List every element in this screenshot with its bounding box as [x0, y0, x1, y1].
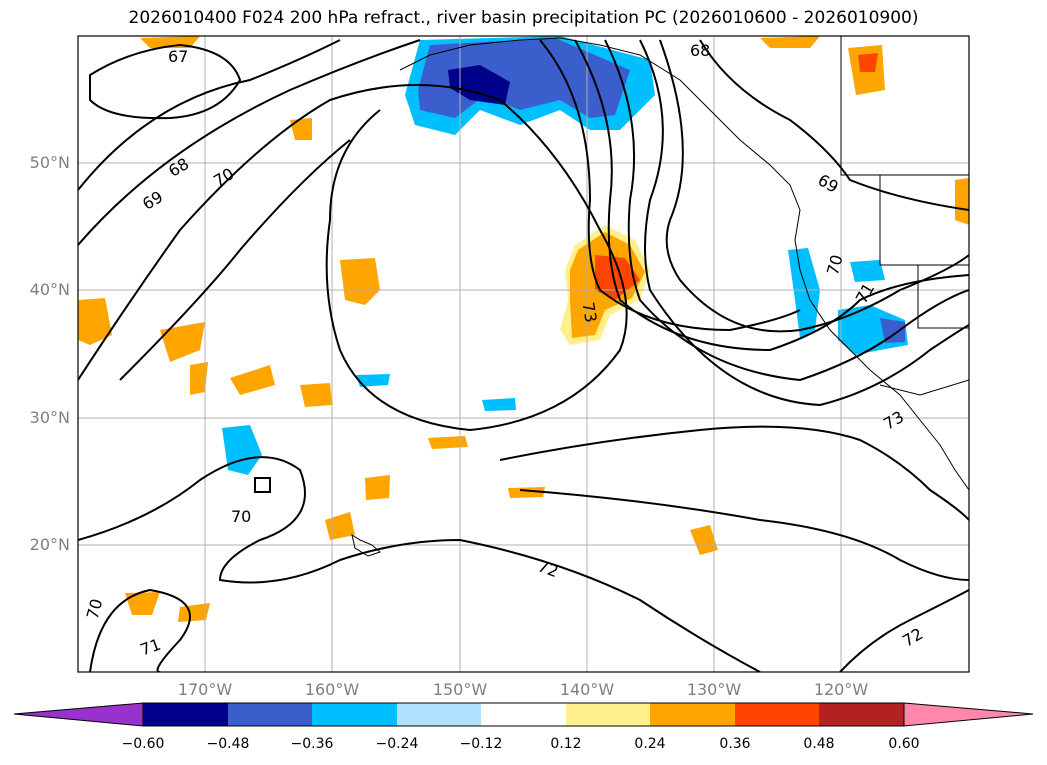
colorbar-extend-low: [13, 702, 144, 727]
colorbar-extend-high: [903, 702, 1034, 727]
lon-label: 130°W: [686, 680, 742, 699]
colorbar-tick: 0.24: [634, 736, 666, 752]
colorbar-segment: [397, 703, 481, 726]
contour-label: 70: [231, 507, 251, 526]
colorbar-tick: −0.36: [290, 736, 334, 752]
graticule: [78, 36, 969, 672]
precip-positive-patch: [78, 298, 112, 345]
precip-positive-patch: [858, 53, 878, 72]
precip-negative-patch: [356, 374, 390, 387]
precip-positive-patch: [595, 255, 640, 300]
refractivity-contours: [78, 39, 969, 672]
colorbar-segment: [481, 703, 566, 726]
lat-label: 50°N: [29, 153, 70, 172]
precip-positive-patch: [125, 592, 160, 615]
precip-positive-patch: [325, 512, 355, 540]
precip-positive-patch: [290, 118, 312, 140]
colorbar: [13, 702, 1034, 727]
precip-negative-patch: [448, 65, 510, 105]
precip-positive-patch: [760, 36, 820, 48]
precip-positive-patch: [428, 436, 468, 449]
precip-negative-patch: [880, 318, 905, 343]
contour-label: 69: [139, 187, 166, 214]
colorbar-segment: [735, 703, 819, 726]
coastlines: [351, 36, 969, 557]
map-frame: [77, 35, 970, 673]
precip-positive-patch: [190, 362, 208, 395]
colorbar-tick: −0.12: [459, 736, 503, 752]
contour-label: 71: [852, 280, 879, 307]
precip-negative-patch: [850, 260, 885, 282]
colorbar-tick: 0.60: [888, 736, 920, 752]
contour-label: 70: [210, 164, 237, 191]
precip-positive-patch: [690, 525, 718, 555]
contour-label: 68: [690, 41, 710, 60]
lon-label: 170°W: [177, 680, 233, 699]
contour-label: 73: [578, 301, 600, 324]
precip-positive-patch: [178, 603, 210, 622]
precip-positive-patch: [230, 365, 275, 395]
colorbar-tick: 0.36: [719, 736, 751, 752]
precip-positive-patch: [300, 383, 332, 407]
colorbar-segment: [819, 703, 904, 726]
lat-label: 20°N: [29, 535, 70, 554]
precip-shading: [78, 36, 969, 622]
colorbar-segment: [143, 703, 228, 726]
precip-positive-patch: [365, 475, 390, 500]
precip-negative-patch: [788, 248, 820, 338]
contour-label: 67: [168, 47, 188, 66]
lon-label: 120°W: [813, 680, 869, 699]
colorbar-tick: −0.48: [206, 736, 250, 752]
map-title: 2026010400 F024 200 hPa refract., river …: [128, 8, 919, 28]
colorbar-tick: −0.24: [375, 736, 419, 752]
colorbar-segment: [650, 703, 735, 726]
lat-label: 30°N: [29, 408, 70, 427]
precip-negative-patch: [482, 398, 516, 411]
precip-negative-patch: [222, 425, 262, 475]
colorbar-tick: 0.48: [803, 736, 835, 752]
lon-label: 160°W: [304, 680, 360, 699]
colorbar-tick: −0.60: [121, 736, 165, 752]
precip-positive-patch: [160, 322, 205, 362]
colorbar-segment: [228, 703, 312, 726]
precip-positive-patch: [508, 487, 545, 498]
colorbar-tick: 0.12: [550, 736, 582, 752]
lon-label: 150°W: [432, 680, 488, 699]
precip-positive-patch: [955, 178, 969, 225]
contour-label: 73: [880, 407, 907, 434]
precip-positive-patch: [340, 258, 380, 305]
contour-label: 69: [815, 170, 842, 197]
contour-label: 70: [823, 253, 847, 278]
colorbar-segment: [312, 703, 397, 726]
contour-label: 68: [165, 154, 192, 181]
contour-label: 72: [899, 624, 926, 651]
lat-label: 40°N: [29, 280, 70, 299]
lon-label: 140°W: [559, 680, 615, 699]
contour-label: 70: [83, 597, 107, 622]
contour-label: 71: [138, 635, 164, 660]
colorbar-segment: [566, 703, 650, 726]
